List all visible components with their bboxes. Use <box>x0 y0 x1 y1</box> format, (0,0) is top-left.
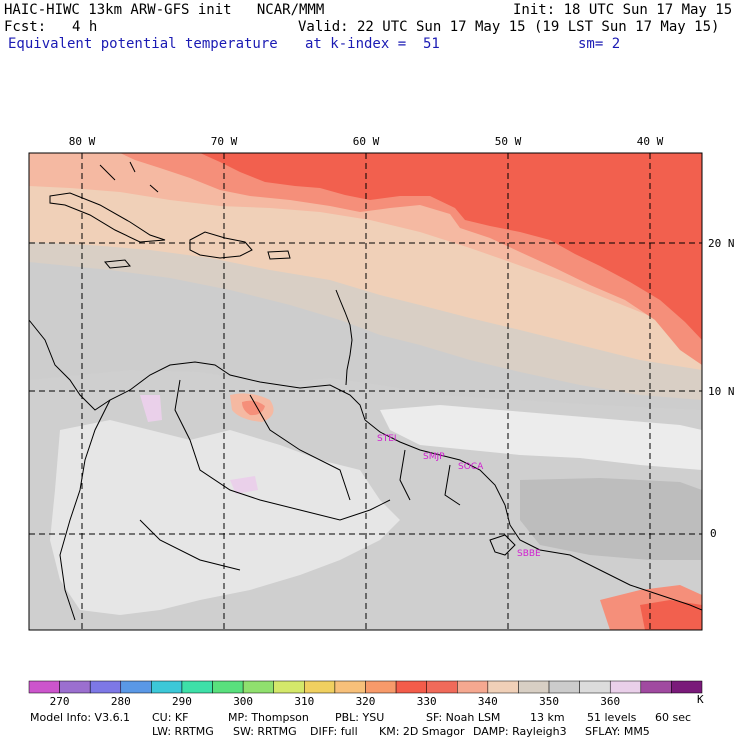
colorbar-tick-label: 350 <box>539 695 559 708</box>
coastlines <box>29 161 702 621</box>
colorbar-swatch <box>548 680 580 694</box>
footer-pbl: PBL: YSU <box>335 711 385 724</box>
footer-timestep: 60 sec <box>655 711 692 724</box>
colorbar-labels: 270 280 290 300 310 320 330 340 350 360 <box>50 695 621 708</box>
lat-label-0: 0 <box>710 527 717 540</box>
colorbar-swatch <box>395 680 427 694</box>
colorbar-tick-label: 310 <box>294 695 314 708</box>
footer-sf: SF: Noah LSM <box>426 711 501 724</box>
colorbar-swatch <box>426 680 458 694</box>
init-time: Init: 18 UTC Sun 17 May 15 <box>513 2 733 18</box>
lon-label-60w: 60 W <box>353 135 380 148</box>
colorbar-swatch <box>457 680 489 694</box>
colorbar-swatch <box>181 680 213 694</box>
colorbar-swatch <box>518 680 550 694</box>
colorbar-swatch <box>212 680 244 694</box>
lat-label-20n: 20 N <box>708 237 735 250</box>
colorbar-swatch <box>89 680 122 694</box>
footer-sw: SW: RRTMG <box>233 725 297 738</box>
footer-res: 13 km <box>530 711 565 724</box>
colorbar-swatch <box>273 680 305 694</box>
forecast-value: 4 h <box>72 19 98 35</box>
colorbar-tick-label: 330 <box>417 695 437 708</box>
footer-diff: DIFF: full <box>310 725 358 738</box>
footer-mp: MP: Thompson <box>228 711 309 724</box>
footer-sflay: SFLAY: MM5 <box>585 725 650 738</box>
station-soca: SOCA <box>458 462 484 472</box>
colorbar-tick-label: 340 <box>478 695 498 708</box>
footer-damp: DAMP: Rayleigh3 <box>473 725 567 738</box>
colorbar-tick-label: 300 <box>233 695 253 708</box>
station-sbbe: SBBE <box>517 549 541 559</box>
colorbar-tick-label: 290 <box>172 695 192 708</box>
station-smjp: SMJP <box>423 452 445 462</box>
forecast-label: Fcst: <box>4 19 47 35</box>
footer-cu: CU: KF <box>152 711 189 724</box>
lat-lon-grid <box>29 153 702 630</box>
smoothing: sm= 2 <box>578 36 621 52</box>
station-stei: STEI <box>377 434 397 444</box>
lat-label-10n: 10 N <box>708 385 735 398</box>
field-name: Equivalent potential temperature <box>8 36 278 52</box>
colorbar-tick-label: 320 <box>356 695 376 708</box>
colorbar-swatch <box>640 680 672 694</box>
lon-label-50w: 50 W <box>495 135 522 148</box>
colorbar-swatch <box>242 680 274 694</box>
colorbar-swatch <box>609 680 642 694</box>
plot-title: HAIC-HIWC 13km ARW-GFS init NCAR/MMM <box>4 2 325 18</box>
colorbar-swatch <box>151 680 183 694</box>
colorbar-swatch <box>579 680 611 694</box>
colorbar-swatch <box>365 680 397 694</box>
colorbar-swatch <box>334 680 366 694</box>
colorbar-swatch <box>120 680 152 694</box>
valid-time: Valid: 22 UTC Sun 17 May 15 (19 LST Sun … <box>298 19 720 35</box>
colorbar-tick-label: 270 <box>50 695 70 708</box>
map-frame <box>28 152 703 631</box>
colorbar-swatch <box>671 680 703 694</box>
colorbar-swatch <box>59 680 91 694</box>
footer-levels: 51 levels <box>587 711 637 724</box>
lon-label-80w: 80 W <box>69 135 96 148</box>
footer-km: KM: 2D Smagor <box>379 725 465 738</box>
colorbar-tick-label: 360 <box>600 695 620 708</box>
footer-model-info: Model Info: V3.6.1 <box>30 711 131 724</box>
colorbar-unit: K <box>697 693 704 706</box>
colorbar-tick-label: 280 <box>111 695 131 708</box>
colorbar-swatch <box>304 680 336 694</box>
footer-lw: LW: RRTMG <box>152 725 214 738</box>
level-index: at k-index = 51 <box>305 36 440 52</box>
colorbar-swatch <box>28 680 60 694</box>
lon-label-40w: 40 W <box>637 135 664 148</box>
colorbar <box>28 680 703 694</box>
lon-label-70w: 70 W <box>211 135 238 148</box>
colorbar-swatch <box>487 680 519 694</box>
